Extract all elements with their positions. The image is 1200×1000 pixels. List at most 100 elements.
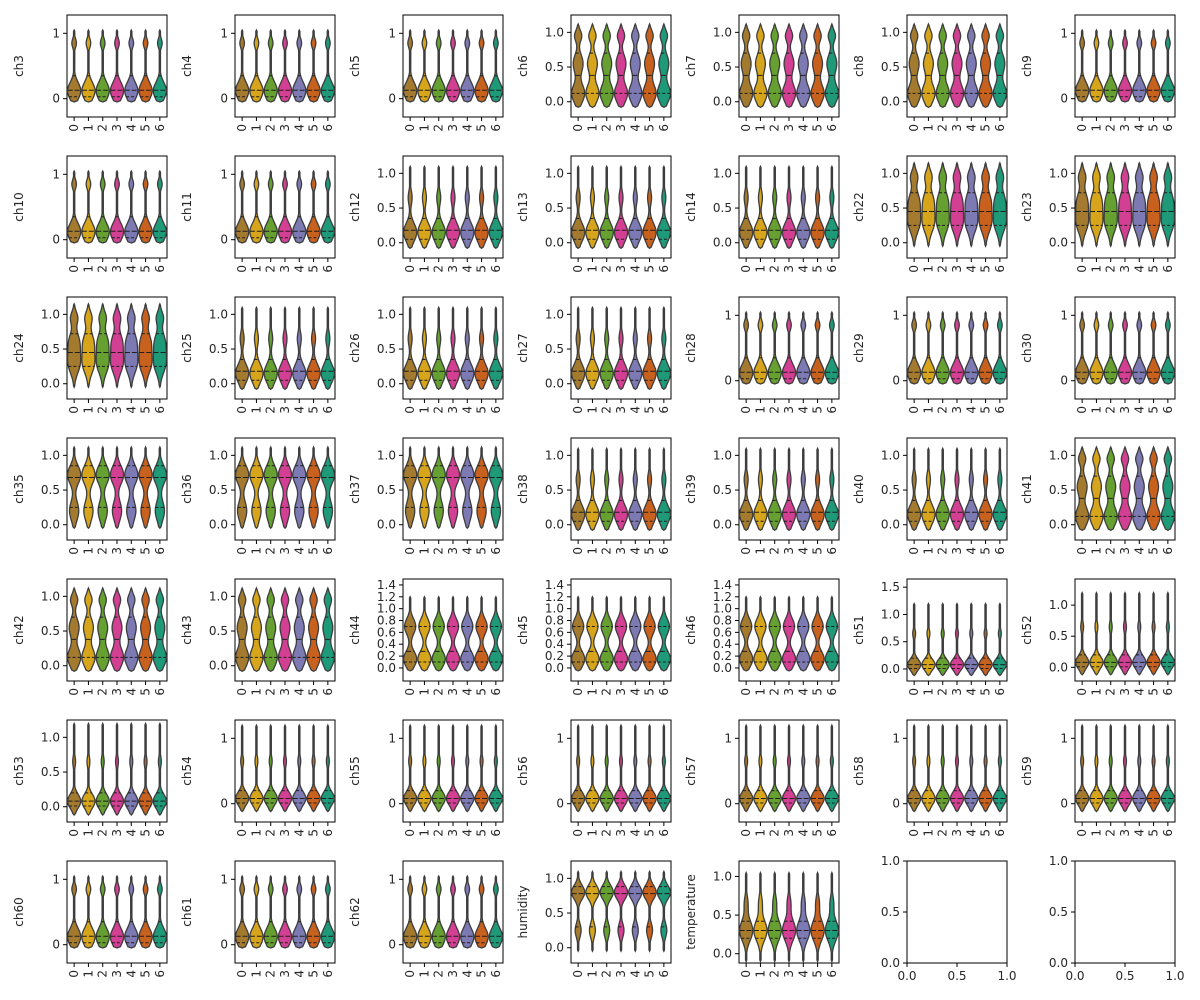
x-tick-label: 2	[432, 265, 446, 273]
y-tick-label: 0	[556, 797, 564, 811]
violin-3	[445, 445, 461, 530]
violin-3	[949, 22, 965, 109]
violin-4	[964, 446, 979, 532]
violin-0	[1074, 310, 1090, 385]
x-tick-label: 0	[403, 829, 417, 837]
y-axis-label: ch13	[516, 192, 530, 221]
violin-1	[417, 305, 432, 391]
violin-3	[1117, 310, 1133, 385]
x-tick-label: 5	[1147, 265, 1161, 273]
x-tick-label: 0	[1075, 829, 1089, 837]
x-tick-label: 4	[124, 265, 138, 273]
x-tick-label: 1	[81, 547, 95, 555]
violin-3	[277, 874, 293, 949]
x-tick-label: 5	[139, 124, 153, 132]
y-tick-label: 0	[220, 92, 228, 106]
violin-0	[570, 164, 586, 250]
y-axis-label: ch51	[852, 615, 866, 644]
x-tick-label: 4	[292, 265, 306, 273]
x-tick-label: 0	[571, 547, 585, 555]
violin-4	[628, 595, 643, 672]
violin-0	[1074, 161, 1090, 248]
y-axis-label: ch60	[12, 897, 26, 926]
violin-5	[810, 22, 825, 109]
violin-0	[66, 302, 82, 389]
violin-2	[599, 723, 614, 813]
violin-3	[781, 723, 797, 813]
violin-1	[81, 302, 96, 389]
x-tick-label: 6	[489, 547, 503, 555]
y-tick-label: 0	[52, 92, 60, 106]
violin-4	[628, 22, 643, 109]
violin-1	[753, 870, 768, 964]
y-tick-label: 0.5	[713, 201, 732, 215]
x-tick-label: 2	[1104, 124, 1118, 132]
x-tick-label: 5	[307, 829, 321, 837]
x-tick-label: 4	[292, 688, 306, 696]
violin-6	[824, 446, 840, 532]
y-tick-label: 0.8	[377, 614, 396, 628]
violin-6	[824, 870, 840, 964]
x-tick-label: 2	[264, 688, 278, 696]
y-tick-label: 1	[52, 167, 60, 181]
y-axis-label: ch52	[1020, 615, 1034, 644]
violin-1	[249, 169, 264, 244]
violin-5	[306, 586, 321, 673]
violin-0	[906, 602, 922, 677]
x-tick-label: 4	[964, 265, 978, 273]
violin-1	[417, 723, 432, 813]
x-tick-label: 0	[67, 688, 81, 696]
y-tick-label: 0.8	[545, 614, 564, 628]
x-tick-label: 6	[993, 406, 1007, 414]
violin-3	[613, 22, 629, 109]
violin-5	[138, 586, 153, 673]
x-tick-label: 6	[993, 547, 1007, 555]
y-tick-label: 0.5	[881, 905, 900, 919]
x-tick-label: 2	[600, 124, 614, 132]
x-tick-label: 0	[235, 265, 249, 273]
violin-6	[152, 721, 168, 817]
y-tick-label: 0.2	[545, 649, 564, 663]
violin-3	[949, 446, 965, 532]
violin-4	[1132, 591, 1147, 676]
violin-3	[1117, 28, 1133, 103]
x-tick-label: 2	[432, 124, 446, 132]
x-tick-label: 1	[1089, 688, 1103, 696]
violin-2	[1103, 445, 1118, 532]
x-tick-label: 4	[964, 829, 978, 837]
violin-5	[138, 302, 153, 389]
violin-2	[431, 723, 446, 813]
y-tick-label: 1	[724, 308, 732, 322]
x-tick-label: 1	[249, 547, 263, 555]
violin-5	[978, 602, 993, 677]
y-tick-label: 1.0	[713, 25, 732, 39]
x-tick-label: 2	[600, 688, 614, 696]
x-tick-label: 6	[1161, 829, 1175, 837]
y-tick-label: 0.0	[545, 95, 564, 109]
violin-2	[935, 310, 950, 385]
x-tick-label: 0	[907, 688, 921, 696]
y-tick-label: 0	[724, 374, 732, 388]
x-tick-label: 3	[950, 829, 964, 837]
x-tick-label: 1	[417, 688, 431, 696]
violin-5	[810, 310, 825, 385]
violin-0	[66, 28, 82, 103]
panel-ch37: 0.0 0.5 1.0 ch37 0 1 2 3 4 5 6	[348, 437, 504, 555]
x-tick-label: 2	[1104, 265, 1118, 273]
violin-6	[488, 723, 504, 813]
violin-1	[921, 602, 936, 677]
y-tick-label: 1.0	[1049, 166, 1068, 180]
panel-temperature: 0.0 0.5 1.0 temperature 0 1 2 3 4 5 6	[684, 860, 840, 978]
y-tick-label: 1.0	[881, 854, 900, 868]
violin-4	[628, 164, 643, 250]
y-tick-label: 1.0	[1049, 854, 1068, 868]
x-tick-label: 1	[921, 829, 935, 837]
y-tick-label: 1	[724, 731, 732, 745]
y-axis-label: ch55	[348, 756, 362, 785]
y-axis-label: ch27	[516, 333, 530, 362]
violin-5	[474, 874, 489, 949]
y-tick-label: 0.0	[545, 941, 564, 955]
y-tick-label: 1	[388, 26, 396, 40]
